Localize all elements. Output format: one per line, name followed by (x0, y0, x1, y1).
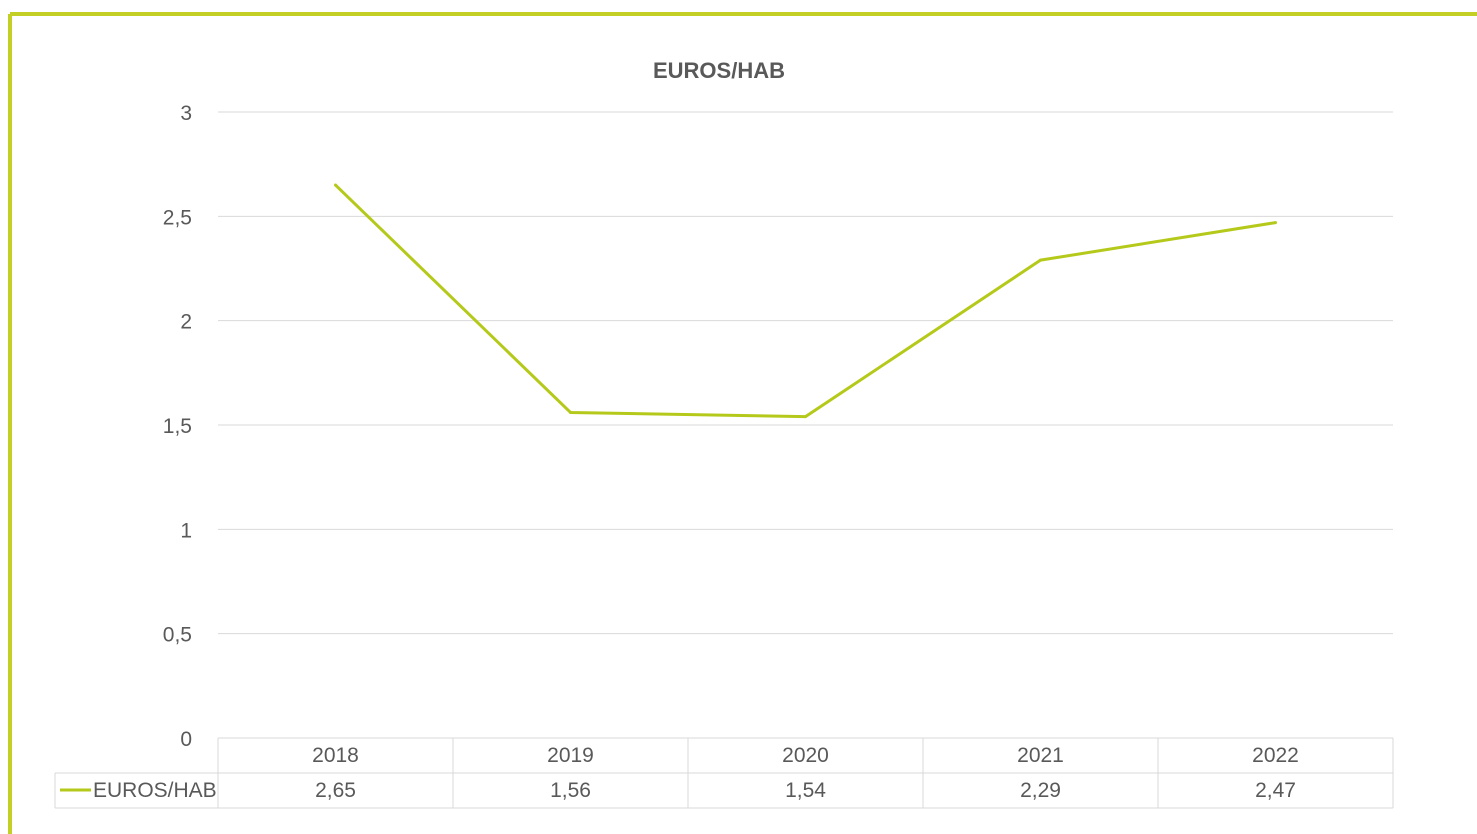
data-value-label: 2,47 (1255, 779, 1296, 802)
y-tick-label: 0,5 (163, 624, 192, 647)
data-value-label: 1,54 (785, 779, 826, 802)
y-tick-label: 2 (180, 311, 192, 334)
x-category-label: 2018 (312, 744, 359, 767)
chart-title: EUROS/HAB (653, 58, 785, 83)
y-tick-label: 1,5 (163, 415, 192, 438)
series-line (334, 183, 1276, 419)
data-table: 2018 2019 2020 2021 2022 EUROS/HAB 2,65 1,56 1,5… (54, 737, 1394, 809)
data-point (569, 410, 572, 414)
data-value-label: 1,56 (550, 779, 591, 802)
y-tick-label: 1 (180, 519, 192, 542)
gridlines (218, 111, 1393, 635)
data-value-label: 2,65 (315, 779, 356, 802)
data-point (1274, 221, 1277, 225)
data-point (334, 183, 337, 187)
x-category-label: 2019 (547, 744, 594, 767)
x-category-label: 2021 (1017, 744, 1064, 767)
legend-series-name: EUROS/HAB (93, 779, 217, 802)
y-tick-label: 3 (180, 102, 192, 125)
y-axis-ticks: 0 0,5 1 1,5 2 2,5 3 (163, 102, 192, 751)
y-tick-label: 2,5 (163, 206, 192, 229)
series-layer (334, 183, 1277, 419)
data-point (804, 415, 807, 419)
x-category-label: 2022 (1252, 744, 1299, 767)
x-category-label: 2020 (782, 744, 829, 767)
data-value-label: 2,29 (1020, 779, 1061, 802)
data-point (1039, 258, 1042, 262)
y-tick-label: 0 (180, 728, 192, 751)
